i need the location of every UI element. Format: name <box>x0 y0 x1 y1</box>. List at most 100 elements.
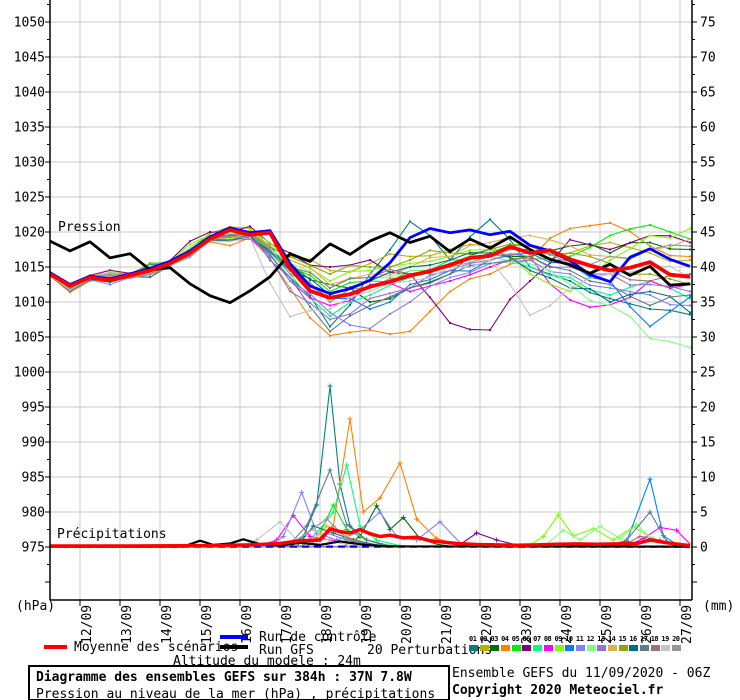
pressure-tick-label: 1000 <box>14 366 45 381</box>
pressure-tick-label: 1050 <box>14 16 45 31</box>
perturbation-color-swatch <box>490 645 500 651</box>
precip-section-label: Précipitations <box>57 527 167 542</box>
perturbation-legend-item: 20 <box>672 635 683 651</box>
legend-mean-label: Moyenne des scénarios <box>74 640 239 655</box>
perturbation-number: 19 <box>661 635 669 643</box>
date-tick-label: 15/09 <box>200 605 215 644</box>
precip-tick-label: 70 <box>700 51 716 66</box>
pressure-tick-label: 990 <box>22 436 45 451</box>
axis-ticks <box>45 4 697 606</box>
perturbation-legend-item: 07 <box>533 635 544 651</box>
perturbation-legend-item: 10 <box>565 635 576 651</box>
perturbation-color-swatch <box>469 645 478 651</box>
date-tick-label: 20/09 <box>400 605 415 644</box>
perturbation-legend-item: 08 <box>543 635 555 651</box>
legend-gfs-label: Run GFS <box>259 643 314 658</box>
perturbation-number: 09 <box>554 635 563 643</box>
precip-tick-label: 55 <box>700 156 716 171</box>
precip-tick-label: 75 <box>700 16 716 31</box>
perturbation-legend-item: 02 <box>479 635 491 651</box>
legend-gfs-line <box>220 645 248 649</box>
perturbation-legend-item: 09 <box>554 635 566 651</box>
perturbation-color-swatch <box>640 645 649 651</box>
pressure-tick-label: 980 <box>22 506 45 521</box>
perturbation-color-swatch <box>501 645 511 651</box>
legend-control-line <box>220 635 248 639</box>
pressure-section-label: Pression <box>58 220 121 235</box>
pressure-tick-label: 995 <box>22 401 45 416</box>
perturbation-color-swatch <box>672 645 682 651</box>
perturbation-color-swatch <box>543 645 553 651</box>
perturbation-number: 08 <box>543 635 552 643</box>
date-tick-label: 22/09 <box>480 605 495 644</box>
precipitation-series <box>50 383 691 548</box>
precip-tick-label: 40 <box>700 261 716 276</box>
perturbation-color-swatch <box>650 645 660 651</box>
perturbation-number: 01 <box>469 635 477 643</box>
perturbation-number: 07 <box>533 635 541 643</box>
perturbation-legend-item: 18 <box>650 635 662 651</box>
perturbation-color-swatch <box>618 645 628 651</box>
perturbation-color-swatch <box>565 645 575 651</box>
perturbation-number: 03 <box>490 635 498 643</box>
precip-tick-label: 25 <box>700 366 716 381</box>
precip-tick-label: 15 <box>700 436 716 451</box>
perturbation-legend-item: 01 <box>469 635 480 651</box>
run-info: Ensemble GEFS du 11/09/2020 - 06Z <box>452 666 711 681</box>
perturbation-number: 17 <box>640 635 648 643</box>
precip-tick-label: 65 <box>700 86 716 101</box>
date-tick-label: 27/09 <box>680 605 695 644</box>
precip-tick-label: 50 <box>700 191 716 206</box>
chart-title: Diagramme des ensembles GEFS sur 384h : … <box>36 670 412 685</box>
perturbation-legend-item: 03 <box>490 635 501 651</box>
perturbation-color-swatch <box>511 645 521 651</box>
date-tick-label: 24/09 <box>560 605 575 644</box>
perturbation-color-swatch <box>575 645 585 651</box>
axes <box>49 0 693 601</box>
axis-tick-labels: 1050104510401035103010251020101510101005… <box>14 16 716 645</box>
perturbation-color-swatch <box>629 645 639 651</box>
precip-tick-label: 35 <box>700 296 716 311</box>
date-tick-label: 19/09 <box>360 605 375 644</box>
perturbation-legend: 01 02 03 04 05 06 07 08 09 10 11 12 13 14 15 16 17 18 19 20 <box>469 635 683 651</box>
precip-tick-label: 60 <box>700 121 716 136</box>
date-tick-label: 25/09 <box>600 605 615 644</box>
perturbation-legend-item: 15 <box>618 635 630 651</box>
pressure-series <box>50 218 691 349</box>
legend-control-label: Run de contrôle <box>259 630 377 645</box>
perturbation-number: 16 <box>629 635 637 643</box>
perturbation-number: 10 <box>565 635 573 643</box>
pressure-tick-label: 1030 <box>14 156 45 171</box>
perturbation-number: 13 <box>597 635 605 643</box>
perturbation-color-swatch <box>522 645 532 651</box>
precip-tick-label: 10 <box>700 471 716 486</box>
perturbation-legend-item: 16 <box>629 635 640 651</box>
perturbation-legend-item: 12 <box>586 635 598 651</box>
date-tick-label: 12/09 <box>80 605 95 644</box>
date-tick-label: 16/09 <box>240 605 255 644</box>
date-tick-label: 21/09 <box>440 605 455 644</box>
date-tick-label: 23/09 <box>520 605 535 644</box>
pressure-tick-label: 975 <box>22 541 45 556</box>
altitude-label: Altitude du modele : 24m <box>173 654 361 669</box>
perturbation-color-swatch <box>607 645 617 651</box>
precip-tick-label: 45 <box>700 226 716 241</box>
pressure-tick-label: 1035 <box>14 121 45 136</box>
perturbation-legend-item: 04 <box>501 635 512 651</box>
perturbation-number: 20 <box>672 635 680 643</box>
perturbation-legend-item: 14 <box>607 635 619 651</box>
perturbation-number: 06 <box>522 635 530 643</box>
date-tick-label: 18/09 <box>320 605 335 644</box>
hpa-unit-label: (hPa) <box>16 599 56 614</box>
precip-tick-label: 5 <box>700 506 708 521</box>
perturbation-legend-item: 05 <box>511 635 523 651</box>
date-tick-label: 14/09 <box>160 605 175 644</box>
series-layer <box>50 218 691 548</box>
perturbation-color-swatch <box>661 645 671 651</box>
pressure-tick-label: 985 <box>22 471 45 486</box>
pressure-tick-label: 1005 <box>14 331 45 346</box>
perturbation-number: 02 <box>479 635 488 643</box>
date-tick-label: 13/09 <box>120 605 135 644</box>
ensemble-chart: 1050104510401035103010251020101510101005… <box>14 0 716 645</box>
